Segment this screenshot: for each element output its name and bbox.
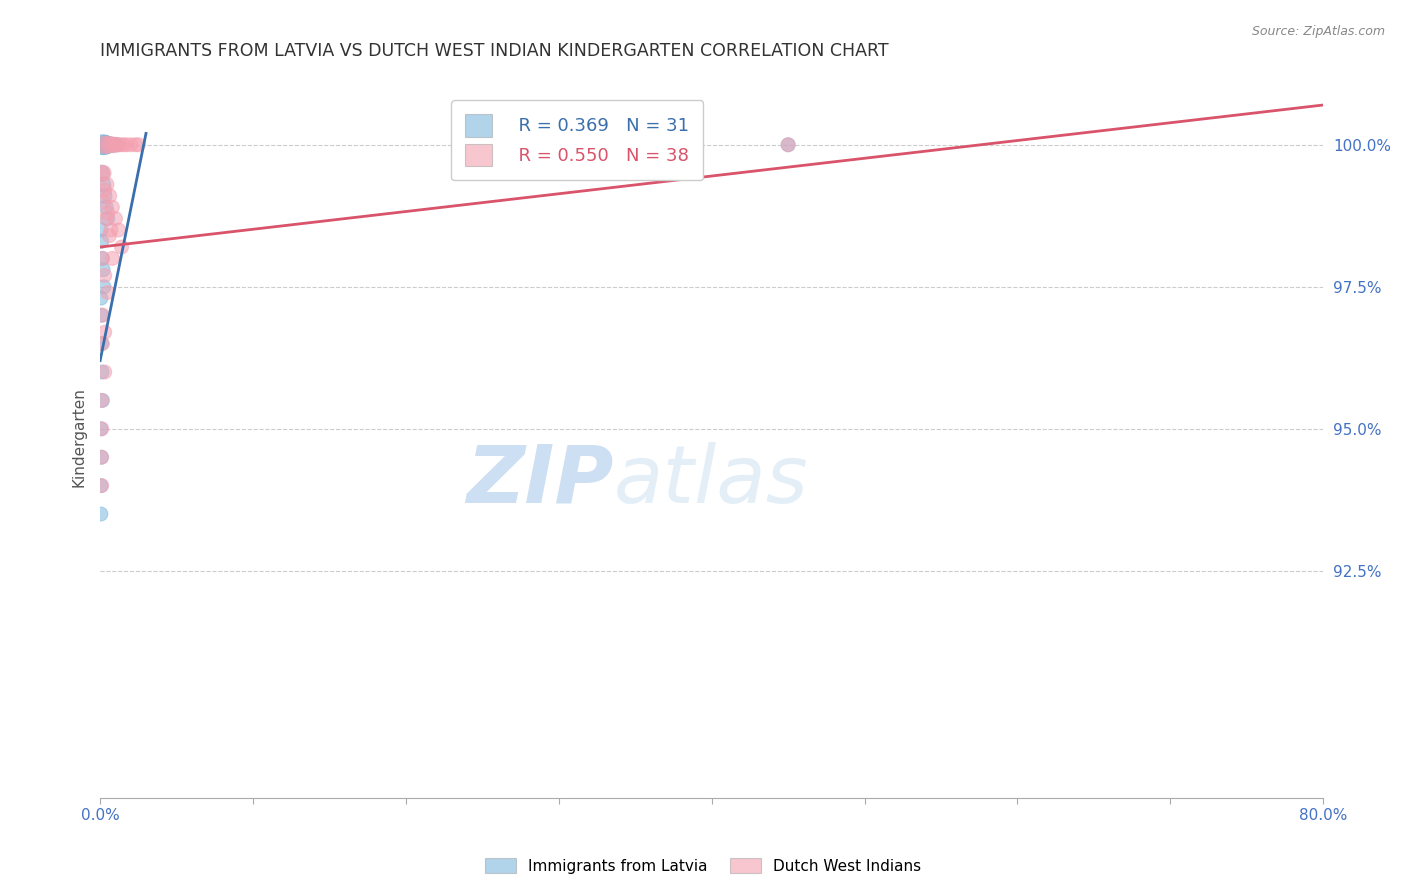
Point bbox=[120, 137, 142, 152]
Point bbox=[93, 365, 115, 379]
Point bbox=[112, 137, 135, 152]
Point bbox=[90, 166, 112, 180]
Point bbox=[103, 137, 125, 152]
Point bbox=[97, 137, 120, 152]
Text: IMMIGRANTS FROM LATVIA VS DUTCH WEST INDIAN KINDERGARTEN CORRELATION CHART: IMMIGRANTS FROM LATVIA VS DUTCH WEST IND… bbox=[100, 42, 889, 60]
Point bbox=[90, 336, 112, 351]
Point bbox=[778, 137, 800, 152]
Point bbox=[101, 252, 124, 266]
Point bbox=[97, 211, 120, 226]
Point bbox=[778, 137, 800, 152]
Point bbox=[90, 422, 112, 436]
Point bbox=[96, 178, 118, 192]
Point bbox=[97, 285, 120, 300]
Point bbox=[115, 137, 138, 152]
Point bbox=[90, 507, 112, 521]
Point bbox=[100, 223, 122, 237]
Point bbox=[91, 166, 114, 180]
Point bbox=[107, 223, 129, 237]
Point bbox=[91, 262, 114, 277]
Point bbox=[100, 137, 122, 152]
Point bbox=[93, 325, 115, 339]
Point bbox=[108, 137, 131, 152]
Point bbox=[104, 211, 127, 226]
Point bbox=[91, 252, 114, 266]
Point bbox=[98, 189, 121, 203]
Point bbox=[93, 280, 115, 294]
Point bbox=[97, 137, 120, 152]
Point bbox=[98, 228, 121, 243]
Point bbox=[90, 422, 112, 436]
Point bbox=[91, 365, 114, 379]
Point bbox=[91, 393, 114, 408]
Point bbox=[90, 291, 112, 305]
Point bbox=[93, 137, 115, 152]
Point bbox=[90, 223, 112, 237]
Point bbox=[103, 137, 125, 152]
Point bbox=[93, 137, 115, 152]
Y-axis label: Kindergarten: Kindergarten bbox=[72, 387, 86, 487]
Point bbox=[93, 183, 115, 197]
Point bbox=[94, 137, 117, 152]
Text: Source: ZipAtlas.com: Source: ZipAtlas.com bbox=[1251, 25, 1385, 38]
Point bbox=[91, 252, 114, 266]
Point bbox=[96, 200, 118, 214]
Point bbox=[91, 194, 114, 209]
Point bbox=[110, 240, 132, 254]
Point bbox=[104, 137, 127, 152]
Legend: Immigrants from Latvia, Dutch West Indians: Immigrants from Latvia, Dutch West India… bbox=[479, 852, 927, 880]
Point bbox=[127, 137, 149, 152]
Point bbox=[96, 137, 118, 152]
Point bbox=[90, 308, 112, 322]
Point bbox=[90, 450, 112, 465]
Point bbox=[101, 137, 124, 152]
Point bbox=[93, 189, 115, 203]
Point bbox=[105, 137, 128, 152]
Point bbox=[90, 450, 112, 465]
Text: ZIP: ZIP bbox=[467, 442, 614, 520]
Point bbox=[124, 137, 146, 152]
Point bbox=[105, 137, 128, 152]
Point bbox=[93, 268, 115, 283]
Point bbox=[90, 478, 112, 492]
Point bbox=[91, 336, 114, 351]
Point bbox=[90, 393, 112, 408]
Point bbox=[91, 137, 114, 152]
Point bbox=[91, 166, 114, 180]
Legend:   R = 0.369   N = 31,   R = 0.550   N = 38: R = 0.369 N = 31, R = 0.550 N = 38 bbox=[451, 100, 703, 180]
Point bbox=[96, 211, 118, 226]
Point bbox=[98, 137, 121, 152]
Point bbox=[90, 235, 112, 249]
Point bbox=[91, 178, 114, 192]
Point bbox=[97, 206, 120, 220]
Text: atlas: atlas bbox=[614, 442, 808, 520]
Point bbox=[100, 137, 122, 152]
Point bbox=[91, 308, 114, 322]
Point bbox=[101, 200, 124, 214]
Point bbox=[90, 478, 112, 492]
